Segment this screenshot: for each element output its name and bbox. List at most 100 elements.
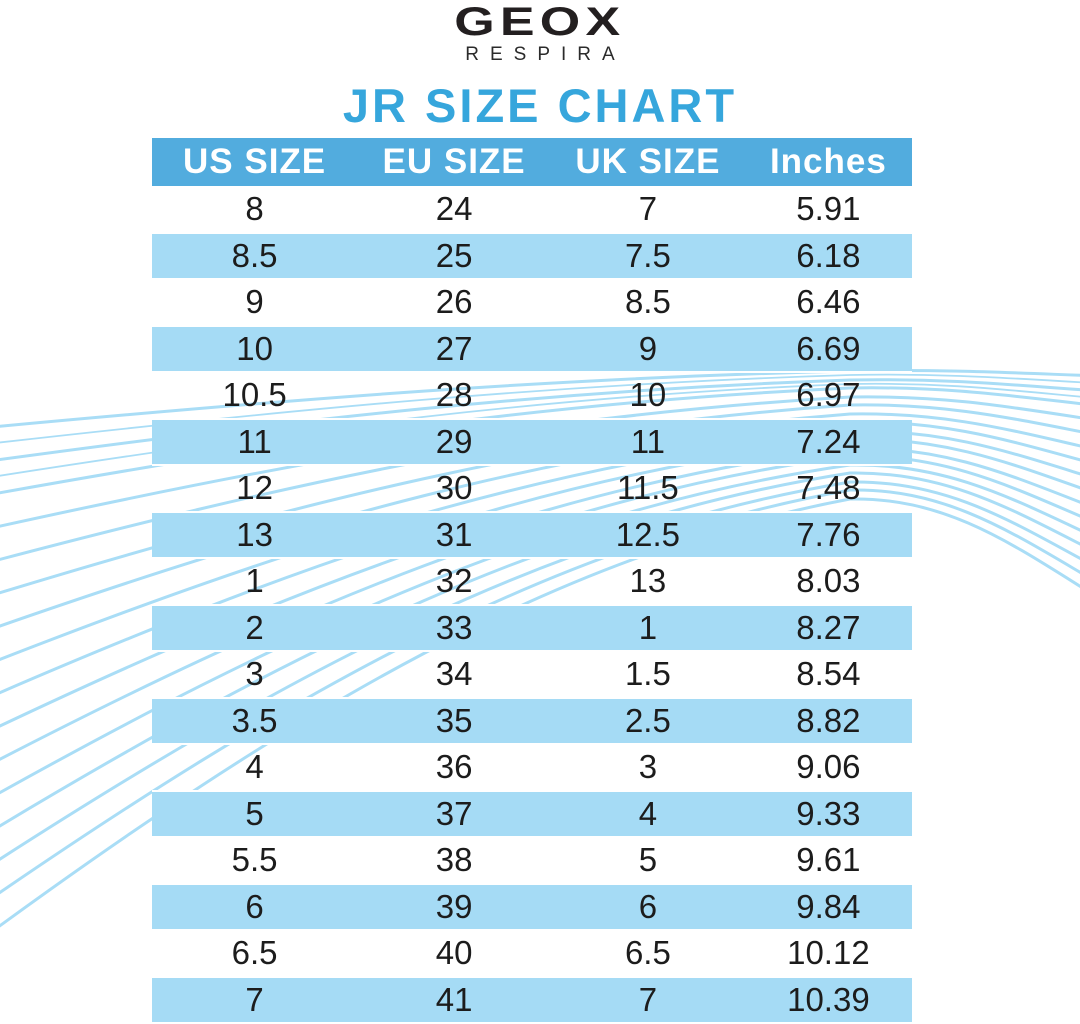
us-size-cell: 6.5 xyxy=(231,934,278,972)
table-row: 10 27 9 6.69 xyxy=(152,324,912,373)
brand-header: GEOX RESPIRA xyxy=(0,0,1080,64)
eu-size-cell: 31 xyxy=(357,510,551,559)
eu-size-cell: 32 xyxy=(435,562,473,600)
table-header: US SIZE EU SIZE UK SIZE Inches xyxy=(152,138,912,186)
us-size-cell: 12 xyxy=(236,469,273,507)
inches-cell: 8.54 xyxy=(796,655,861,693)
geox-logo: GEOX xyxy=(454,0,626,44)
us-size-cell: 5 xyxy=(152,789,358,838)
uk-size-cell: 9 xyxy=(550,324,745,373)
inches-cell: 8.27 xyxy=(744,603,912,652)
uk-size-cell: 1 xyxy=(550,603,745,652)
us-size-cell: 3.5 xyxy=(152,696,358,745)
brand-tagline: RESPIRA xyxy=(465,44,626,65)
us-size-cell: 1 xyxy=(245,562,264,600)
table-row: 12 30 11.5 7.48 xyxy=(152,465,912,512)
eu-size-cell: 38 xyxy=(435,841,473,879)
uk-size-cell: 12.5 xyxy=(550,510,745,559)
column-header-us-size: US SIZE xyxy=(152,138,358,186)
column-header-inches: Inches xyxy=(744,138,912,186)
inches-cell: 7.48 xyxy=(796,469,861,507)
table-row: 6.5 40 6.5 10.12 xyxy=(152,930,912,977)
size-chart-table: US SIZE EU SIZE UK SIZE Inches 8 24 7 5.… xyxy=(152,138,912,1024)
table-row: 7 41 7 10.39 xyxy=(152,975,912,1024)
table-row: 9 26 8.5 6.46 xyxy=(152,279,912,326)
column-header-uk-size: UK SIZE xyxy=(550,138,745,186)
page-title: JR SIZE CHART xyxy=(342,79,738,132)
us-size-cell: 3 xyxy=(245,655,264,693)
inches-cell: 9.33 xyxy=(744,789,912,838)
us-size-cell: 2 xyxy=(152,603,358,652)
table-row: 13 31 12.5 7.76 xyxy=(152,510,912,559)
uk-size-cell: 7 xyxy=(550,975,745,1024)
uk-size-cell: 11.5 xyxy=(616,469,679,507)
uk-size-cell: 7 xyxy=(638,189,658,227)
uk-size-cell: 6 xyxy=(550,882,745,931)
uk-size-cell: 13 xyxy=(629,562,667,600)
table-row: 2 33 1 8.27 xyxy=(152,603,912,652)
uk-size-cell: 6.5 xyxy=(624,934,671,972)
uk-size-cell: 2.5 xyxy=(550,696,745,745)
eu-size-cell: 37 xyxy=(357,789,551,838)
us-size-cell: 6 xyxy=(152,882,358,931)
inches-cell: 5.91 xyxy=(796,189,861,227)
table-row: 8.5 25 7.5 6.18 xyxy=(152,231,912,280)
eu-size-cell: 41 xyxy=(357,975,551,1024)
table-row: 6 39 6 9.84 xyxy=(152,882,912,931)
inches-cell: 6.97 xyxy=(796,376,861,414)
eu-size-cell: 24 xyxy=(435,189,473,227)
uk-size-cell: 10 xyxy=(629,376,667,414)
uk-size-cell: 11 xyxy=(550,417,745,466)
inches-cell: 7.76 xyxy=(744,510,912,559)
eu-size-cell: 39 xyxy=(357,882,551,931)
uk-size-cell: 4 xyxy=(550,789,745,838)
us-size-cell: 5.5 xyxy=(231,841,278,879)
table-row: 4 36 3 9.06 xyxy=(152,744,912,791)
us-size-cell: 10.5 xyxy=(222,376,287,414)
uk-size-cell: 3 xyxy=(638,748,658,786)
eu-size-cell: 30 xyxy=(435,469,473,507)
eu-size-cell: 33 xyxy=(357,603,551,652)
eu-size-cell: 29 xyxy=(357,417,551,466)
table-row: 8 24 7 5.91 xyxy=(152,186,912,233)
inches-cell: 10.39 xyxy=(744,975,912,1024)
inches-cell: 8.03 xyxy=(796,562,861,600)
us-size-cell: 10 xyxy=(152,324,358,373)
inches-cell: 9.61 xyxy=(796,841,861,879)
us-size-cell: 9 xyxy=(245,283,264,321)
us-size-cell: 11 xyxy=(152,417,358,466)
uk-size-cell: 1.5 xyxy=(624,655,671,693)
us-size-cell: 8.5 xyxy=(152,231,358,280)
column-header-eu-size: EU SIZE xyxy=(357,138,551,186)
inches-cell: 6.69 xyxy=(744,324,912,373)
eu-size-cell: 40 xyxy=(435,934,473,972)
inches-cell: 6.18 xyxy=(744,231,912,280)
eu-size-cell: 25 xyxy=(357,231,551,280)
eu-size-cell: 26 xyxy=(435,283,473,321)
inches-cell: 6.46 xyxy=(796,283,861,321)
table-header-row: US SIZE EU SIZE UK SIZE Inches xyxy=(152,138,912,186)
inches-cell: 7.24 xyxy=(744,417,912,466)
eu-size-cell: 36 xyxy=(435,748,473,786)
inches-cell: 8.82 xyxy=(744,696,912,745)
table-body: 8 24 7 5.91 8.5 25 7.5 6.18 9 26 8.5 6.4… xyxy=(152,186,912,1024)
us-size-cell: 4 xyxy=(245,748,264,786)
table-row: 11 29 11 7.24 xyxy=(152,417,912,466)
eu-size-cell: 34 xyxy=(435,655,473,693)
inches-cell: 9.06 xyxy=(796,748,861,786)
table-row: 10.5 28 10 6.97 xyxy=(152,372,912,419)
inches-cell: 9.84 xyxy=(744,882,912,931)
inches-cell: 10.12 xyxy=(787,934,870,972)
eu-size-cell: 35 xyxy=(357,696,551,745)
uk-size-cell: 7.5 xyxy=(550,231,745,280)
table-row: 3 34 1.5 8.54 xyxy=(152,651,912,698)
eu-size-cell: 28 xyxy=(435,376,473,414)
table-row: 1 32 13 8.03 xyxy=(152,558,912,605)
table-row: 5.5 38 5 9.61 xyxy=(152,837,912,884)
uk-size-cell: 5 xyxy=(638,841,658,879)
uk-size-cell: 8.5 xyxy=(624,283,671,321)
table-row: 3.5 35 2.5 8.82 xyxy=(152,696,912,745)
us-size-cell: 8 xyxy=(245,189,264,227)
us-size-cell: 7 xyxy=(152,975,358,1024)
